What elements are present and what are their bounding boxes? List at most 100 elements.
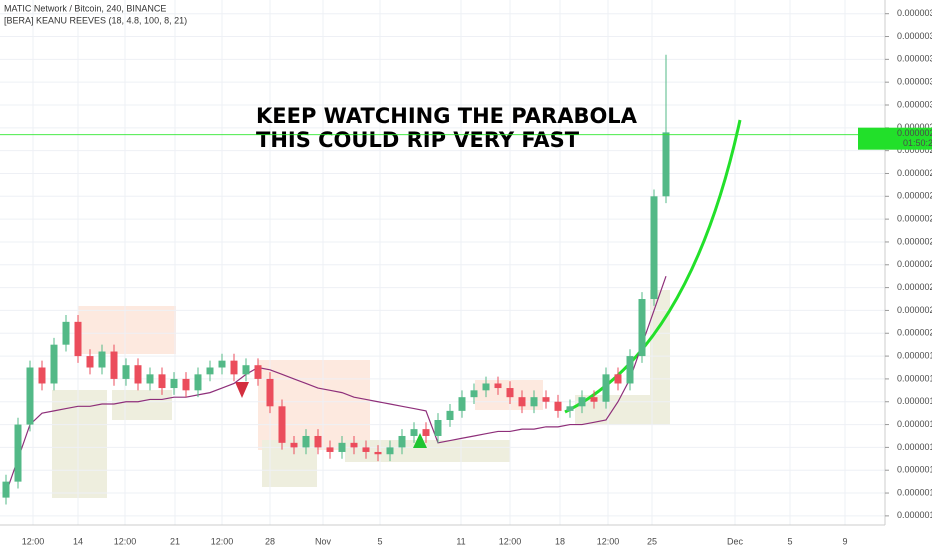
candle-body bbox=[194, 374, 202, 391]
last-price-label: 0.00000287 bbox=[897, 128, 932, 138]
x-tick-label: 25 bbox=[647, 536, 657, 546]
candle-body bbox=[362, 447, 370, 452]
candle-body bbox=[410, 429, 418, 436]
candle-body bbox=[626, 356, 634, 384]
candle-body bbox=[590, 397, 598, 402]
sell-signal bbox=[235, 382, 249, 398]
x-tick-label: 12:00 bbox=[22, 536, 45, 546]
x-tick-label: Nov bbox=[315, 536, 332, 546]
y-tick-label: 0.00000120 bbox=[897, 510, 932, 520]
candle-body bbox=[182, 378, 190, 391]
candle-body bbox=[374, 451, 382, 455]
candle-body bbox=[266, 378, 274, 407]
candle-body bbox=[470, 390, 478, 398]
candle-body bbox=[122, 365, 130, 379]
candle-body bbox=[26, 367, 34, 425]
zone bbox=[650, 290, 670, 425]
candle-body bbox=[530, 397, 538, 407]
candle-body bbox=[2, 481, 10, 498]
y-tick-label: 0.00000220 bbox=[897, 282, 932, 292]
y-tick-label: 0.00000250 bbox=[897, 214, 932, 224]
y-tick-label: 0.00000160 bbox=[897, 419, 932, 429]
candle-body bbox=[218, 360, 226, 368]
candle-body bbox=[206, 367, 214, 375]
y-tick-label: 0.00000240 bbox=[897, 236, 932, 246]
x-tick-label: 12:00 bbox=[499, 536, 522, 546]
y-tick-label: 0.00000180 bbox=[897, 373, 932, 383]
candle-body bbox=[74, 321, 82, 357]
zone bbox=[258, 360, 370, 450]
candle-body bbox=[506, 388, 514, 398]
candle-body bbox=[650, 196, 658, 300]
y-tick-label: 0.00000270 bbox=[897, 168, 932, 178]
candle-body bbox=[482, 383, 490, 391]
candle-body bbox=[254, 365, 262, 379]
candle-body bbox=[278, 406, 286, 443]
x-tick-label: Dec bbox=[727, 536, 744, 546]
candle-body bbox=[458, 397, 466, 411]
candle-body bbox=[614, 374, 622, 384]
candle-body bbox=[422, 429, 430, 436]
x-tick-label: 11 bbox=[456, 536, 465, 546]
x-tick-label: 28 bbox=[265, 536, 275, 546]
candle-body bbox=[434, 420, 442, 436]
candle-body bbox=[542, 397, 550, 402]
y-tick-label: 0.00000340 bbox=[897, 8, 932, 18]
y-tick-label: 0.00000310 bbox=[897, 77, 932, 87]
candle-body bbox=[302, 435, 310, 448]
candle-body bbox=[14, 424, 22, 482]
x-tick-label: 14 bbox=[73, 536, 83, 546]
candle-body bbox=[350, 442, 358, 448]
candle-body bbox=[494, 383, 502, 389]
indicator-label: [BERA] KEANU REEVES (18, 4.8, 100, 8, 21… bbox=[4, 15, 187, 25]
overlay-line bbox=[5, 275, 667, 494]
y-tick-label: 0.00000290 bbox=[897, 122, 932, 132]
candle-body bbox=[386, 447, 394, 455]
y-tick-label: 0.00000170 bbox=[897, 396, 932, 406]
candle-body bbox=[290, 442, 298, 448]
countdown: 01:50:20 bbox=[903, 138, 932, 148]
y-tick-label: 0.00000210 bbox=[897, 305, 932, 315]
candle-body bbox=[566, 406, 574, 411]
x-tick-label: 21 bbox=[170, 536, 180, 546]
y-tick-label: 0.00000230 bbox=[897, 259, 932, 269]
chart-title: MATIC Network / Bitcoin, 240, BINANCE bbox=[4, 3, 166, 13]
candle-body bbox=[86, 356, 94, 368]
y-tick-label: 0.00000140 bbox=[897, 465, 932, 475]
candle-body bbox=[170, 378, 178, 389]
candle-body bbox=[326, 447, 334, 452]
candle-body bbox=[50, 344, 58, 384]
candle-body bbox=[398, 435, 406, 448]
last-price-box bbox=[858, 127, 932, 150]
annotation: THIS COULD RIP VERY FAST bbox=[256, 128, 580, 152]
candle-body bbox=[98, 351, 106, 368]
y-tick-label: 0.00000260 bbox=[897, 191, 932, 201]
candle-body bbox=[158, 374, 166, 389]
x-tick-label: 12:00 bbox=[597, 536, 620, 546]
candle-body bbox=[242, 365, 250, 375]
candle-body bbox=[518, 397, 526, 407]
y-tick-label: 0.00000130 bbox=[897, 487, 932, 497]
zone bbox=[52, 390, 107, 498]
x-tick-label: 12:00 bbox=[114, 536, 137, 546]
y-tick-label: 0.00000300 bbox=[897, 99, 932, 109]
candle-body bbox=[110, 351, 118, 379]
candle-body bbox=[446, 410, 454, 420]
y-tick-label: 0.00000330 bbox=[897, 31, 932, 41]
grid bbox=[0, 0, 885, 525]
candle-body bbox=[230, 360, 238, 375]
candle-body bbox=[62, 321, 70, 345]
candle-body bbox=[638, 299, 646, 357]
y-tick-label: 0.00000280 bbox=[897, 145, 932, 155]
zone bbox=[112, 390, 172, 420]
candle-body bbox=[602, 374, 610, 402]
candle-body bbox=[662, 132, 670, 197]
x-tick-label: 12:00 bbox=[211, 536, 234, 546]
candle-body bbox=[146, 374, 154, 384]
candle-body bbox=[578, 397, 586, 407]
candle-body bbox=[338, 442, 346, 452]
candle-body bbox=[134, 365, 142, 384]
x-tick-label: 18 bbox=[555, 536, 565, 546]
x-tick-label: 5 bbox=[787, 536, 792, 546]
